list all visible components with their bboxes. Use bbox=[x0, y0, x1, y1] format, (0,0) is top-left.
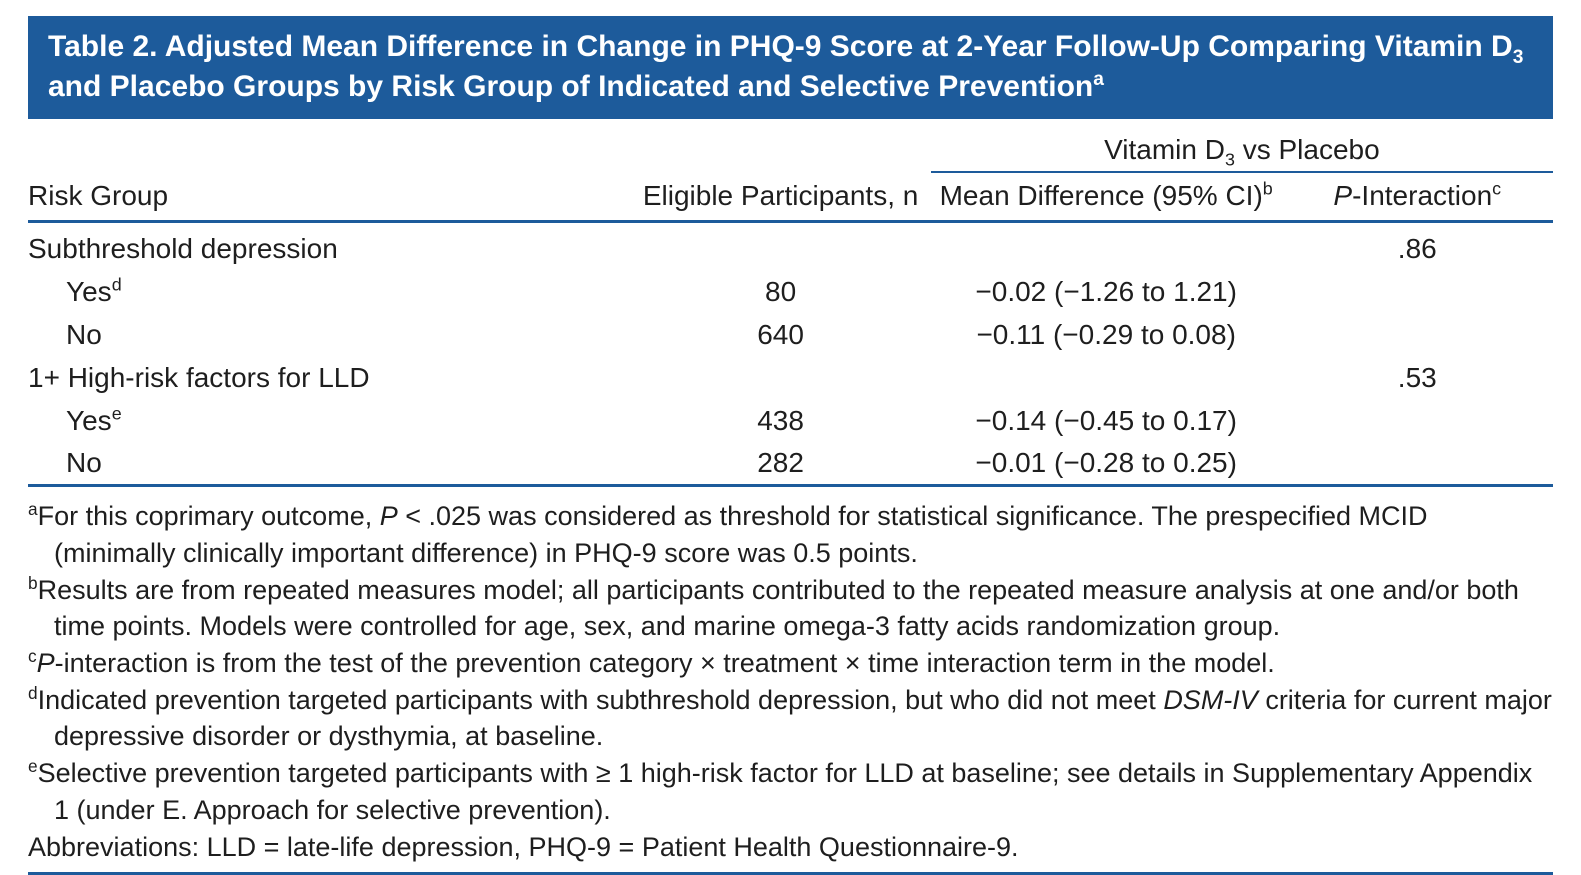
cell-mean-difference bbox=[931, 222, 1282, 270]
row-label: Subthreshold depression bbox=[28, 233, 338, 265]
column-header-row: Risk Group Eligible Participants, n Mean… bbox=[28, 172, 1553, 224]
spanner-subscript-3: 3 bbox=[1224, 149, 1235, 170]
footnote-c: cP-interaction is from the test of the p… bbox=[28, 645, 1553, 682]
cell-mean-difference bbox=[931, 356, 1282, 399]
footnote-d: dIndicated prevention targeted participa… bbox=[28, 682, 1553, 755]
footnote-c-italic: P bbox=[36, 648, 55, 679]
footnote-abbreviations: Abbreviations: LLD = late-life depressio… bbox=[28, 829, 1553, 866]
cell-eligible-n bbox=[630, 356, 930, 399]
table-row-subthreshold-depression: Subthreshold depression .86 bbox=[28, 222, 1553, 270]
footnote-marker-b: b bbox=[28, 572, 38, 593]
cell-eligible-n: 282 bbox=[757, 447, 804, 479]
p-interaction-italic-p: P bbox=[1333, 180, 1353, 212]
spanner-row: Vitamin D3 vs Placebo bbox=[28, 134, 1553, 174]
spanner-empty-cell bbox=[28, 134, 931, 172]
column-header-p-interaction: P-Interactionc bbox=[1281, 172, 1553, 224]
cell-p-interaction bbox=[1282, 270, 1553, 313]
cell-risk-group: Subthreshold depression bbox=[28, 222, 630, 270]
cell-risk-group: No bbox=[28, 313, 630, 356]
table-row-subthreshold-no: No 640 −0.11 (−0.29 to 0.08) bbox=[28, 313, 1553, 356]
footnote-a-text-2: < .025 was considered as threshold for s… bbox=[54, 501, 1428, 568]
mean-difference-header-text: Mean Difference (95% CI) bbox=[939, 180, 1263, 212]
title-footnote-marker-a: a bbox=[1093, 68, 1104, 90]
cell-risk-group: No bbox=[28, 441, 630, 485]
column-header-eligible-participants: Eligible Participants, n bbox=[630, 172, 931, 224]
footnote-d-text-2: criteria for current major depressive di… bbox=[54, 684, 1552, 752]
footnote-d-text: Indicated prevention targeted participan… bbox=[37, 684, 1164, 715]
footnote-marker-e: e bbox=[28, 756, 38, 777]
cell-risk-group: Yese bbox=[28, 399, 630, 442]
table-title-text-2: and Placebo Groups by Risk Group of Indi… bbox=[48, 69, 1094, 103]
footnote-marker-d: d bbox=[28, 682, 38, 703]
cell-mean-difference: −0.02 (−1.26 to 1.21) bbox=[975, 276, 1237, 308]
footnote-marker-c: c bbox=[28, 646, 37, 667]
table-title: Table 2. Adjusted Mean Difference in Cha… bbox=[28, 16, 1553, 120]
data-table: Vitamin D3 vs Placebo Risk Group Eligibl… bbox=[28, 134, 1553, 488]
header-footnote-marker-b: b bbox=[1262, 178, 1273, 199]
row-label: 1+ High-risk factors for LLD bbox=[28, 361, 370, 393]
footnote-a-italic: P bbox=[379, 501, 398, 532]
spanner-vitamin-d3-vs-placebo: Vitamin D3 vs Placebo bbox=[930, 134, 1553, 174]
cell-p-interaction bbox=[1282, 399, 1553, 442]
cell-p-interaction bbox=[1282, 313, 1553, 356]
table-title-text: Table 2. Adjusted Mean Difference in Cha… bbox=[48, 30, 1513, 63]
row-footnote-marker-d: d bbox=[111, 274, 122, 295]
cell-p-interaction: .86 bbox=[1397, 233, 1437, 265]
cell-p-interaction: .53 bbox=[1397, 361, 1437, 393]
abbreviations-text: Abbreviations: LLD = late-life depressio… bbox=[28, 831, 1019, 862]
cell-risk-group: Yesd bbox=[28, 270, 630, 313]
row-label: Yes bbox=[66, 276, 112, 308]
footnote-c-text-2: -interaction is from the test of the pre… bbox=[54, 648, 1275, 679]
table-row-high-risk-factors: 1+ High-risk factors for LLD .53 bbox=[28, 356, 1553, 399]
table-row-high-risk-yes: Yese 438 −0.14 (−0.45 to 0.17) bbox=[28, 399, 1553, 442]
header-footnote-marker-c: c bbox=[1492, 178, 1502, 199]
row-label: Yes bbox=[66, 404, 112, 436]
row-label: No bbox=[66, 318, 102, 350]
table-row-subthreshold-yes: Yesd 80 −0.02 (−1.26 to 1.21) bbox=[28, 270, 1553, 313]
row-label: No bbox=[66, 447, 102, 479]
cell-risk-group: 1+ High-risk factors for LLD bbox=[28, 356, 630, 399]
p-interaction-header-text: -Interaction bbox=[1352, 180, 1493, 212]
spanner-text: Vitamin D bbox=[1104, 134, 1225, 166]
cell-mean-difference: −0.14 (−0.45 to 0.17) bbox=[975, 404, 1237, 436]
cell-mean-difference: −0.01 (−0.28 to 0.25) bbox=[975, 447, 1237, 479]
table-row-high-risk-no: No 282 −0.01 (−0.28 to 0.25) bbox=[28, 441, 1553, 485]
cell-p-interaction bbox=[1282, 441, 1553, 485]
footnote-e-text-2: Selective prevention targeted participan… bbox=[37, 758, 1533, 825]
footnote-b-text-2: Results are from repeated measures model… bbox=[37, 574, 1519, 642]
row-footnote-marker-e: e bbox=[111, 403, 122, 424]
footnote-b: bResults are from repeated measures mode… bbox=[28, 572, 1553, 645]
footnote-d-italic: DSM-IV bbox=[1163, 684, 1258, 715]
spanner-text-2: vs Placebo bbox=[1234, 134, 1380, 166]
footnote-marker-a: a bbox=[28, 499, 38, 520]
column-header-risk-group: Risk Group bbox=[28, 172, 631, 224]
footnote-a: aFor this coprimary outcome, P < .025 wa… bbox=[28, 498, 1553, 571]
cell-eligible-n: 640 bbox=[757, 318, 804, 350]
footnote-a-text: For this coprimary outcome, bbox=[37, 501, 380, 532]
cell-eligible-n: 438 bbox=[757, 404, 804, 436]
cell-mean-difference: −0.11 (−0.29 to 0.08) bbox=[976, 318, 1236, 350]
cell-eligible-n bbox=[630, 222, 930, 270]
cell-eligible-n: 80 bbox=[765, 276, 797, 308]
footnote-e: eSelective prevention targeted participa… bbox=[28, 755, 1553, 828]
footnotes: aFor this coprimary outcome, P < .025 wa… bbox=[28, 498, 1553, 865]
title-subscript-3: 3 bbox=[1512, 47, 1524, 68]
column-header-mean-difference: Mean Difference (95% CI)b bbox=[930, 172, 1282, 224]
